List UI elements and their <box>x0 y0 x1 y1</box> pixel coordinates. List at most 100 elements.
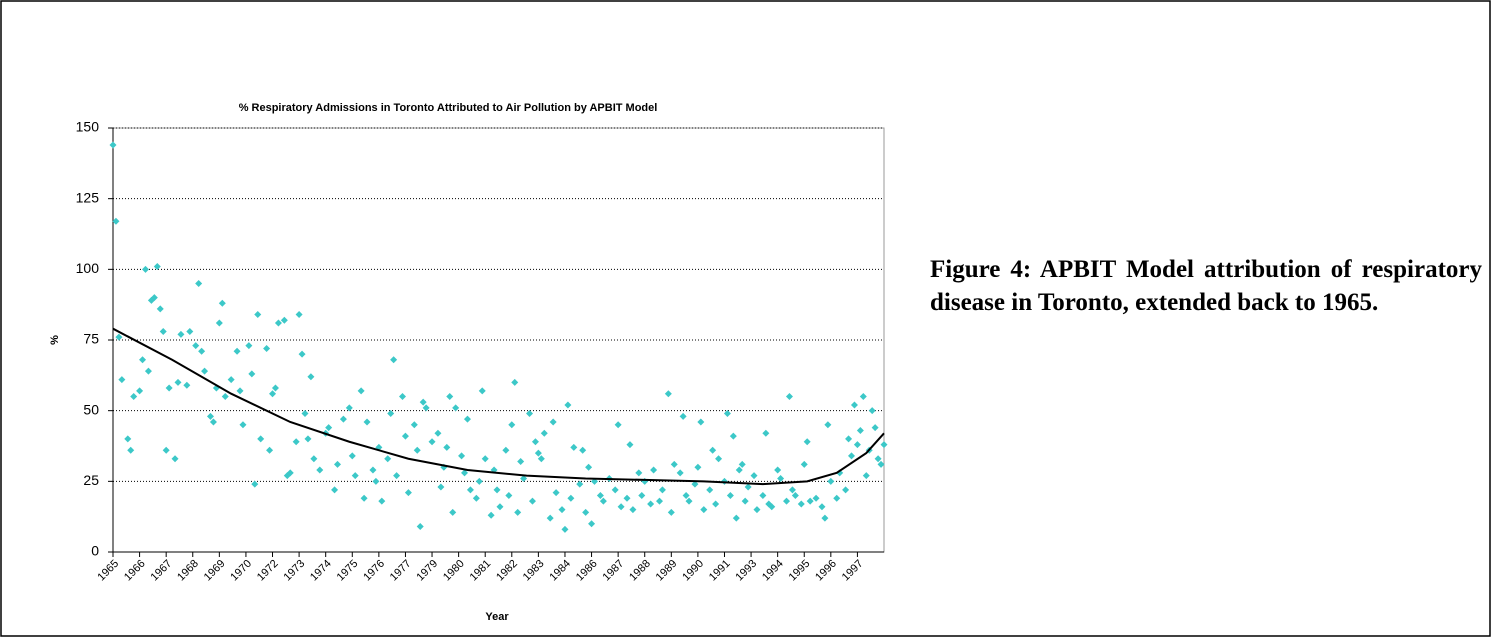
data-point <box>156 305 164 313</box>
data-point <box>307 373 315 381</box>
x-tick-label: 1984 <box>547 558 573 584</box>
y-tick-label: 50 <box>83 401 99 417</box>
data-point <box>706 486 714 494</box>
data-point <box>437 483 445 491</box>
x-tick-label: 1970 <box>228 558 254 584</box>
data-point <box>472 494 480 502</box>
data-point <box>280 316 288 324</box>
data-point <box>540 429 548 437</box>
data-point <box>292 438 300 446</box>
data-point <box>567 494 575 502</box>
x-tick-label: 1991 <box>707 558 733 584</box>
data-point <box>428 438 436 446</box>
data-point <box>579 446 587 454</box>
data-point <box>165 384 173 392</box>
data-point <box>401 432 409 440</box>
data-point <box>416 523 424 531</box>
data-point <box>552 489 560 497</box>
x-tick-label: 1996 <box>813 558 839 584</box>
x-tick-label: 1995 <box>787 558 813 584</box>
data-point <box>626 441 634 449</box>
data-point <box>788 486 796 494</box>
data-point <box>443 443 451 451</box>
data-point <box>848 452 856 460</box>
data-point <box>635 469 643 477</box>
data-point <box>419 398 427 406</box>
data-point <box>774 466 782 474</box>
data-point <box>638 491 646 499</box>
data-point <box>201 367 209 375</box>
x-tick-label: 1986 <box>574 558 600 584</box>
data-point <box>221 393 229 401</box>
y-tick-label: 125 <box>76 189 100 205</box>
data-point <box>452 404 460 412</box>
data-point <box>139 356 147 364</box>
data-point <box>345 404 353 412</box>
data-point <box>682 491 690 499</box>
data-point <box>124 435 132 443</box>
data-point <box>768 503 776 511</box>
x-tick-label: 1990 <box>680 558 706 584</box>
data-point <box>700 506 708 514</box>
data-point <box>162 446 170 454</box>
data-point <box>118 376 126 384</box>
data-point <box>853 441 861 449</box>
data-point <box>186 328 194 336</box>
data-point <box>348 452 356 460</box>
data-point <box>791 491 799 499</box>
data-point <box>800 460 808 468</box>
data-point <box>821 514 829 522</box>
data-point <box>647 500 655 508</box>
data-point <box>248 370 256 378</box>
data-point <box>599 497 607 505</box>
data-point <box>478 387 486 395</box>
data-point <box>434 429 442 437</box>
data-point <box>871 424 879 432</box>
data-point <box>827 477 835 485</box>
data-point <box>286 469 294 477</box>
data-point <box>310 455 318 463</box>
figure-caption: Figure 4: APBIT Model attribution of res… <box>930 256 1482 316</box>
data-point <box>254 311 262 319</box>
data-point <box>783 497 791 505</box>
data-point <box>269 390 277 398</box>
data-point <box>676 469 684 477</box>
y-tick-label: 25 <box>83 472 99 488</box>
data-point <box>378 497 386 505</box>
data-point <box>564 401 572 409</box>
data-point <box>812 494 820 502</box>
data-point <box>845 435 853 443</box>
data-point <box>738 460 746 468</box>
trend-line <box>112 327 885 486</box>
x-tick-label: 1973 <box>281 558 307 584</box>
data-point <box>744 483 752 491</box>
x-tick-label: 1977 <box>388 558 414 584</box>
data-point <box>215 319 223 327</box>
data-point <box>413 446 421 454</box>
data-point <box>109 141 117 149</box>
data-point <box>393 472 401 480</box>
data-point <box>198 347 206 355</box>
x-tick-label: 1965 <box>95 558 121 584</box>
data-point <box>384 455 392 463</box>
x-tick-label: 1967 <box>149 558 175 584</box>
data-point <box>466 486 474 494</box>
data-point <box>534 449 542 457</box>
data-point <box>496 503 504 511</box>
data-point <box>531 438 539 446</box>
data-point <box>141 265 149 273</box>
data-point <box>735 466 743 474</box>
data-point <box>777 475 785 483</box>
x-tick-label: 1987 <box>601 558 627 584</box>
data-point <box>528 497 536 505</box>
data-point <box>617 503 625 511</box>
data-point <box>520 475 528 483</box>
x-tick-label: 1989 <box>654 558 680 584</box>
data-point <box>331 486 339 494</box>
x-tick-label: 1969 <box>202 558 228 584</box>
y-axis-label: % <box>49 335 61 345</box>
data-point <box>670 460 678 468</box>
data-point <box>753 506 761 514</box>
